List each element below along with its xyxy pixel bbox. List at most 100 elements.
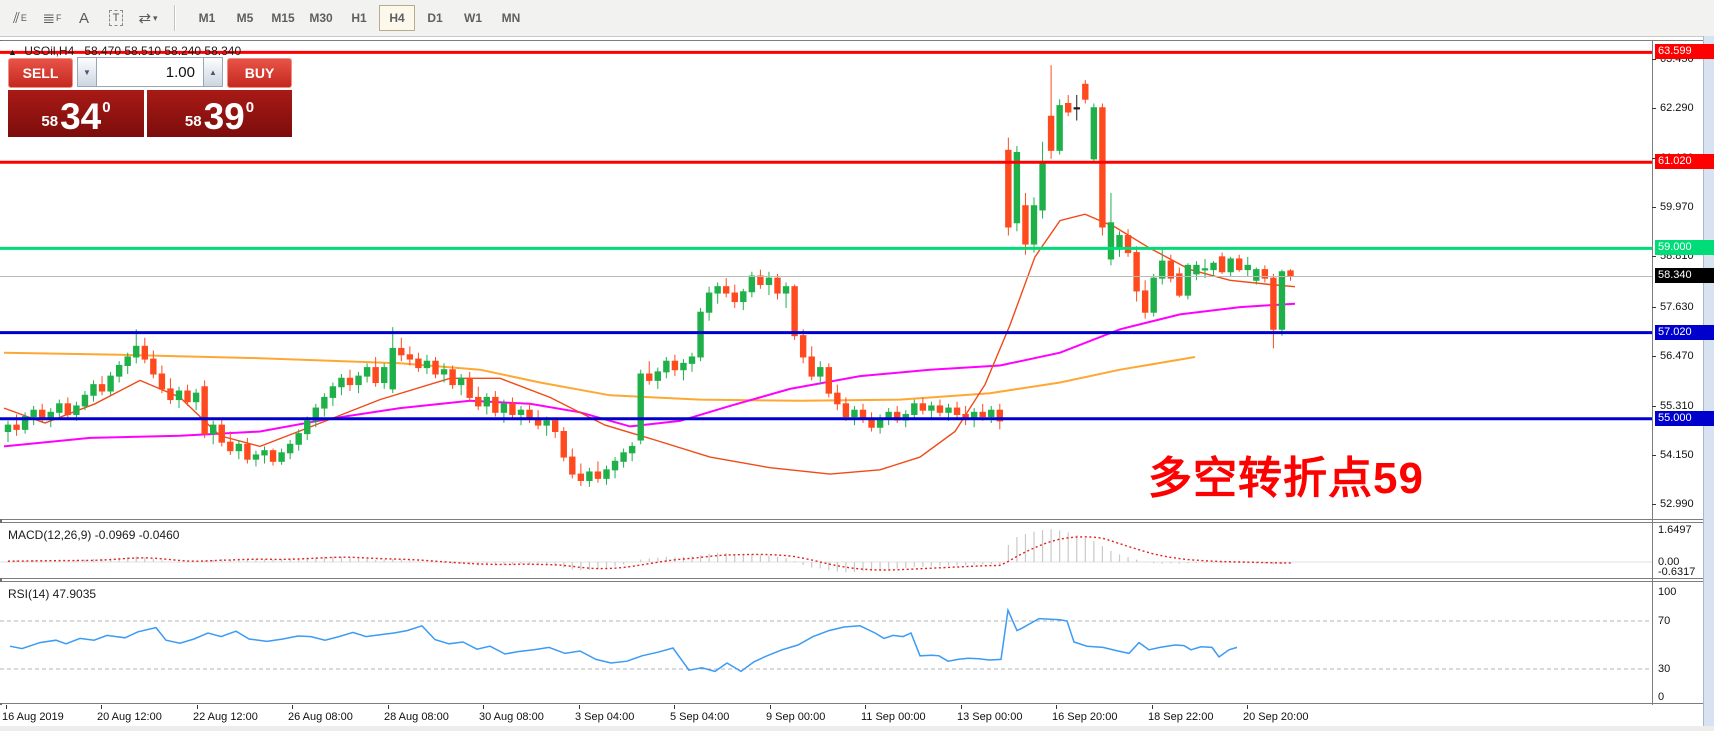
price-tick-label: 55.310 bbox=[1660, 399, 1694, 412]
candle-body bbox=[329, 386, 337, 398]
main-macd-separator-a[interactable] bbox=[0, 519, 1714, 520]
candle-body bbox=[791, 286, 798, 337]
time-tick-mark bbox=[1247, 705, 1248, 709]
timeframe-button-m1[interactable]: M1 bbox=[198, 11, 216, 25]
candle-body bbox=[30, 409, 37, 418]
candle-body bbox=[731, 292, 738, 303]
candle-body bbox=[158, 373, 166, 390]
caret-up-icon: ▲ bbox=[209, 67, 217, 77]
timeframe-button-h1[interactable]: H1 bbox=[351, 11, 367, 25]
price-tick-label: 56.470 bbox=[1660, 350, 1694, 363]
candle-body bbox=[321, 396, 328, 409]
ask-quote[interactable]: 58 39 0 bbox=[147, 90, 292, 137]
candle-body bbox=[569, 456, 576, 475]
price-axis-border bbox=[1652, 40, 1653, 705]
candle-body bbox=[56, 403, 63, 413]
candle-body bbox=[1210, 262, 1217, 271]
time-tick-mark bbox=[579, 705, 580, 709]
candle-body bbox=[338, 377, 345, 388]
price-badge-58.340: 58.340 bbox=[1655, 268, 1714, 284]
cycle-lines-tool-button[interactable]: ⇄ ▾ bbox=[134, 4, 162, 32]
chart-ohlc-readout: 58.470 58.510 58.240 58.340 bbox=[84, 44, 242, 58]
volume-decrease-button[interactable]: ▼ bbox=[77, 57, 97, 87]
candle-body bbox=[210, 424, 217, 435]
candle-body bbox=[620, 452, 627, 462]
candle-body bbox=[936, 405, 944, 413]
candle-body bbox=[671, 360, 679, 371]
candle-body bbox=[680, 362, 687, 371]
candle-body bbox=[1022, 205, 1029, 245]
candle-body bbox=[457, 377, 465, 386]
candle-body bbox=[167, 388, 174, 401]
time-tick-label: 26 Aug 08:00 bbox=[288, 711, 353, 723]
main-macd-separator-b[interactable] bbox=[0, 522, 1714, 523]
macd-pane[interactable] bbox=[0, 523, 1652, 578]
bid-quote[interactable]: 58 34 0 bbox=[8, 90, 144, 137]
candle-body bbox=[799, 335, 807, 358]
time-tick-mark bbox=[292, 705, 293, 709]
candle-body bbox=[389, 347, 396, 390]
candle-body bbox=[21, 416, 29, 430]
candle-body bbox=[133, 345, 140, 358]
timeframe-button-w1[interactable]: W1 bbox=[464, 11, 482, 25]
time-tick-label: 28 Aug 08:00 bbox=[384, 711, 449, 723]
candle-body bbox=[1133, 252, 1140, 292]
caret-down-icon: ▼ bbox=[83, 67, 91, 77]
candle-body bbox=[227, 441, 234, 452]
candle-body bbox=[646, 373, 653, 381]
candle-body bbox=[705, 292, 713, 313]
chart-annotation-text: 多空转折点59 bbox=[1148, 454, 1424, 503]
candle-body bbox=[654, 371, 661, 381]
candle-body bbox=[1090, 107, 1098, 160]
candle-body bbox=[218, 424, 225, 443]
candle-body bbox=[98, 384, 106, 392]
text-label-tool-button[interactable]: T bbox=[102, 4, 130, 32]
trendline-tool-button[interactable]: ⫽ E bbox=[6, 4, 34, 32]
volume-increase-button[interactable]: ▲ bbox=[203, 57, 223, 87]
toolbar-separator bbox=[174, 5, 176, 31]
time-tick-label: 22 Aug 12:00 bbox=[193, 711, 258, 723]
buy-button[interactable]: BUY bbox=[227, 58, 292, 88]
candle-body bbox=[782, 286, 790, 294]
macd-rsi-separator-b[interactable] bbox=[0, 581, 1714, 582]
timeframe-button-m5[interactable]: M5 bbox=[236, 11, 254, 25]
sell-button[interactable]: SELL bbox=[8, 58, 73, 88]
timeframe-button-m30[interactable]: M30 bbox=[309, 11, 333, 25]
price-tick-mark bbox=[1652, 58, 1656, 60]
candle-body bbox=[415, 358, 422, 369]
candlestick-chart bbox=[0, 50, 1652, 487]
time-tick-label: 16 Aug 2019 bbox=[2, 711, 64, 723]
price-tick-mark bbox=[1652, 454, 1656, 456]
candle-body bbox=[184, 390, 191, 403]
time-tick-label: 16 Sep 20:00 bbox=[1052, 711, 1118, 723]
rsi-pane[interactable] bbox=[0, 582, 1652, 703]
time-tick-label: 13 Sep 00:00 bbox=[957, 711, 1023, 723]
macd-axis-label: 0.00 bbox=[1658, 556, 1680, 568]
one-click-trade-widget: SELL ▼ ▲ BUY 58 34 0 58 39 0 bbox=[8, 57, 292, 137]
timeframe-button-d1[interactable]: D1 bbox=[427, 11, 443, 25]
text-tool-button[interactable]: A bbox=[70, 4, 98, 32]
candle-body bbox=[372, 367, 379, 384]
timeframe-button-h4[interactable]: H4 bbox=[379, 5, 415, 31]
timeframe-button-mn[interactable]: MN bbox=[501, 11, 521, 25]
time-tick-mark bbox=[101, 705, 102, 709]
window-right-scroll-strip[interactable] bbox=[1703, 36, 1714, 731]
time-tick-mark bbox=[961, 705, 962, 709]
timeframe-button-m15[interactable]: M15 bbox=[271, 11, 295, 25]
macd-rsi-separator-a[interactable] bbox=[0, 578, 1714, 579]
time-tick-label: 20 Aug 12:00 bbox=[97, 711, 162, 723]
time-tick-label: 30 Aug 08:00 bbox=[479, 711, 544, 723]
candle-body bbox=[475, 396, 482, 407]
macd-chart bbox=[0, 529, 1652, 573]
candle-body bbox=[1082, 83, 1089, 100]
candle-body bbox=[107, 375, 114, 392]
price-tick-mark bbox=[1652, 306, 1656, 308]
status-strip bbox=[0, 726, 1714, 731]
candle-body bbox=[141, 345, 149, 360]
price-tick-label: 59.970 bbox=[1660, 201, 1694, 213]
candle-body bbox=[1013, 151, 1021, 224]
volume-input[interactable] bbox=[97, 57, 203, 87]
macd-signal-line bbox=[7, 536, 1291, 571]
collapse-arrow-icon[interactable]: ▲ bbox=[8, 47, 17, 57]
fibonacci-tool-button[interactable]: ≣ F bbox=[38, 4, 66, 32]
